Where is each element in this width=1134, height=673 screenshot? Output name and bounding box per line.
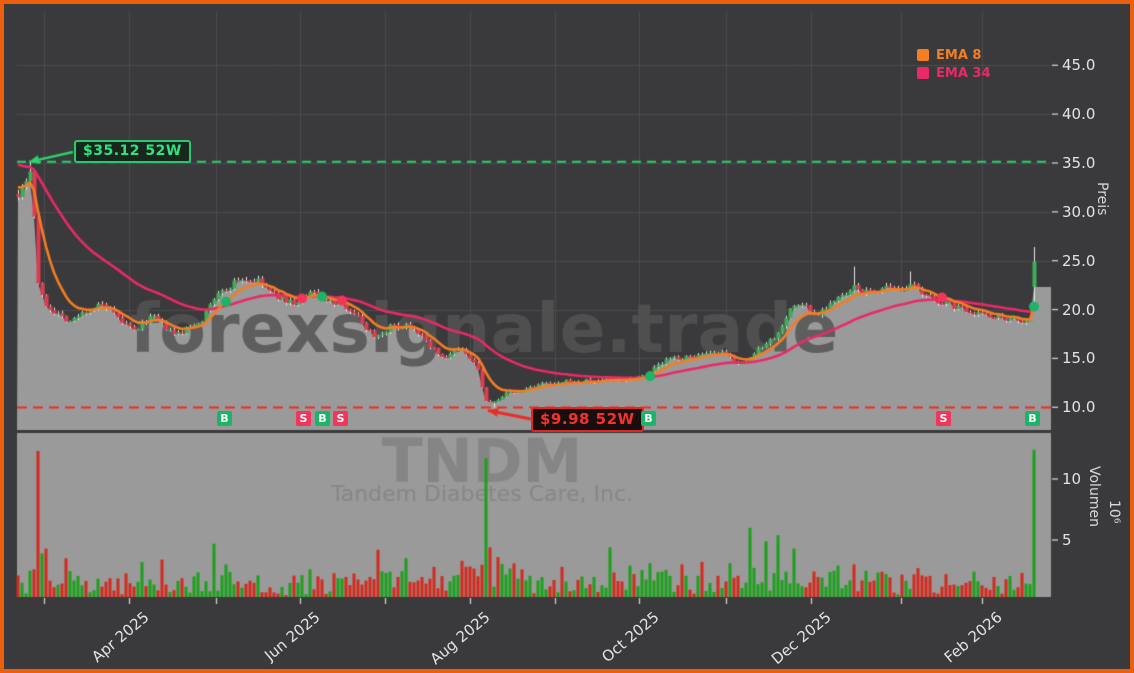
volume-axis-title: Volumen xyxy=(1086,466,1102,527)
price-axis-title: Preis xyxy=(1094,182,1110,216)
legend-swatch-icon xyxy=(917,49,929,61)
price-tick-label: 45.0 xyxy=(1062,56,1096,75)
legend-label: EMA 34 xyxy=(936,65,991,81)
volume-tick-label: 10 xyxy=(1062,470,1082,488)
legend-label: EMA 8 xyxy=(936,47,982,63)
sell-signal-badge[interactable]: S xyxy=(936,411,951,426)
legend-item: EMA 34 xyxy=(917,66,991,80)
price-tick-label: 25.0 xyxy=(1062,251,1096,270)
price-tick-label: 35.0 xyxy=(1062,154,1096,172)
buy-signal-badge[interactable]: B xyxy=(217,411,232,426)
volume-tick-label: 5 xyxy=(1062,531,1072,549)
chart-canvas xyxy=(4,4,1130,669)
price-tick-label: 10.0 xyxy=(1062,398,1096,417)
sell-signal-badge[interactable]: S xyxy=(333,411,348,426)
legend-swatch-icon xyxy=(917,67,929,79)
price-tick-label: 20.0 xyxy=(1062,300,1096,319)
buy-signal-badge[interactable]: B xyxy=(641,411,656,426)
sell-signal-badge[interactable]: S xyxy=(296,411,311,426)
buy-signal-badge[interactable]: B xyxy=(315,411,330,426)
legend-item: EMA 8 xyxy=(917,48,991,62)
price-tick-label: 30.0 xyxy=(1062,202,1096,221)
volume-axis-exponent: 10⁶ xyxy=(1106,500,1122,524)
legend: EMA 8 EMA 34 xyxy=(917,48,991,80)
buy-signal-badge[interactable]: B xyxy=(1025,411,1040,426)
price-tick-label: 40.0 xyxy=(1062,105,1096,124)
price-tick-label: 15.0 xyxy=(1062,349,1096,368)
52w-low-label: $9.98 52W xyxy=(531,407,644,432)
52w-high-label: $35.12 52W xyxy=(74,140,191,163)
